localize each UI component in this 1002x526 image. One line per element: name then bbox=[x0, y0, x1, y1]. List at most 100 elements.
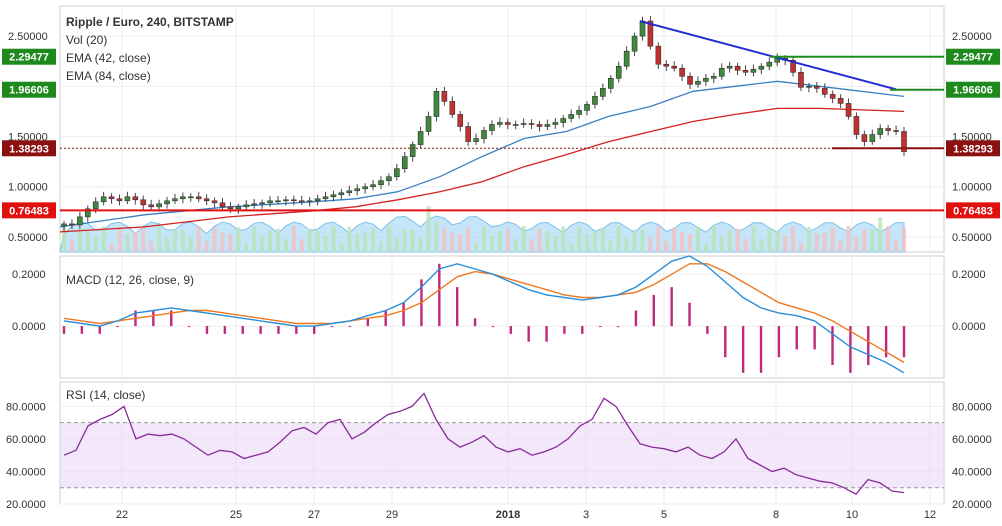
price-tick-label-left: 1.00000 bbox=[8, 182, 48, 194]
candle-body bbox=[370, 184, 376, 188]
level-tag-left bbox=[2, 202, 56, 219]
candle-body bbox=[417, 131, 424, 145]
volume-bar bbox=[157, 226, 162, 252]
macd-histogram-bar bbox=[759, 326, 763, 373]
candle-body bbox=[885, 128, 891, 131]
macd-histogram-bar bbox=[741, 326, 745, 373]
volume-bar bbox=[149, 241, 154, 252]
level-tag-left-label: 1.38293 bbox=[9, 143, 49, 155]
volume-bar bbox=[244, 243, 249, 252]
macd-histogram-bar bbox=[277, 326, 280, 334]
volume-bar bbox=[561, 226, 566, 252]
volume-bar bbox=[275, 228, 280, 252]
macd-histogram-bar bbox=[813, 326, 816, 350]
candle-body bbox=[69, 223, 75, 226]
volume-bar bbox=[569, 243, 574, 252]
candle-body bbox=[92, 201, 99, 210]
volume-bar bbox=[886, 226, 891, 252]
x-tick-label: 25 bbox=[230, 509, 242, 521]
rsi-tick-label-left: 60.0000 bbox=[6, 434, 46, 446]
volume-bar bbox=[489, 235, 494, 252]
candle-body bbox=[243, 204, 250, 208]
volume-layer bbox=[59, 206, 906, 253]
volume-bar bbox=[260, 235, 265, 252]
candle-body bbox=[600, 88, 606, 97]
candle-body bbox=[560, 118, 567, 123]
candle-body bbox=[877, 128, 884, 135]
volume-bar bbox=[759, 239, 764, 252]
x-tick-label: 10 bbox=[846, 509, 858, 521]
level-tag-left-label: 1.96606 bbox=[9, 85, 49, 97]
macd-histogram-bar bbox=[509, 326, 513, 334]
volume-bar bbox=[727, 230, 732, 252]
candle-body bbox=[457, 114, 464, 127]
level-tag-right-label: 1.96606 bbox=[953, 85, 993, 97]
volume-bar bbox=[870, 229, 875, 252]
volume-bar bbox=[172, 229, 177, 252]
volume-bar bbox=[378, 241, 383, 252]
macd-histogram-bar bbox=[455, 287, 459, 327]
volume-bar bbox=[672, 227, 677, 252]
candle-body bbox=[124, 196, 131, 202]
level-tag-right-label: 2.29477 bbox=[953, 52, 993, 64]
volume-bar bbox=[93, 235, 98, 252]
volume-bar bbox=[426, 206, 431, 252]
macd-tick-label-left: 0.2000 bbox=[12, 269, 46, 281]
volume-bar bbox=[521, 226, 526, 252]
volume-bar bbox=[688, 233, 693, 252]
candle-body bbox=[116, 198, 123, 202]
macd-signal-line bbox=[63, 263, 905, 364]
volume-bar bbox=[188, 237, 193, 252]
candle-body bbox=[61, 223, 67, 227]
macd-histogram-bar bbox=[902, 326, 906, 358]
volume-bar bbox=[482, 226, 486, 252]
volume-bar bbox=[648, 237, 653, 252]
macd-tick-label-left: 0.0000 bbox=[12, 321, 46, 333]
candle-body bbox=[362, 186, 368, 190]
candle-body bbox=[592, 96, 598, 105]
volume-bar bbox=[806, 226, 811, 252]
candle-body bbox=[758, 65, 765, 70]
candle-body bbox=[195, 196, 202, 200]
chart-title: Ripple / Euro, 240, BITSTAMP bbox=[66, 15, 234, 29]
volume-bar bbox=[585, 233, 590, 252]
rsi-tick-label-right: 20.0000 bbox=[952, 499, 992, 511]
volume-bar bbox=[323, 235, 328, 252]
volume-bar bbox=[386, 226, 391, 252]
volume-bar bbox=[283, 239, 288, 252]
volume-bar bbox=[743, 239, 748, 252]
macd-histogram-bar bbox=[116, 326, 119, 328]
macd-histogram-bar bbox=[330, 326, 334, 328]
macd-histogram-bar bbox=[849, 326, 852, 373]
macd-histogram-bar bbox=[652, 294, 655, 327]
volume-bar bbox=[624, 237, 629, 252]
candle-body bbox=[734, 65, 741, 71]
trend-line bbox=[639, 20, 897, 91]
macd-histogram-bar bbox=[581, 326, 584, 334]
candle-body bbox=[251, 203, 257, 206]
candle-body bbox=[750, 68, 757, 73]
candle-body bbox=[576, 110, 582, 115]
volume-bar bbox=[220, 232, 225, 252]
macd-title: MACD (12, 26, close, 9) bbox=[66, 273, 194, 287]
macd-histogram-bar bbox=[563, 326, 566, 334]
volume-bar bbox=[458, 233, 463, 252]
candle-body bbox=[172, 198, 178, 202]
volume-bar bbox=[505, 228, 510, 252]
candle-body bbox=[211, 200, 218, 204]
candle-body bbox=[235, 206, 242, 210]
volume-bar bbox=[212, 227, 217, 252]
candle-body bbox=[901, 131, 907, 152]
candle-body bbox=[766, 61, 773, 67]
volume-bar bbox=[656, 226, 661, 252]
rsi-tick-label-right: 80.0000 bbox=[952, 401, 992, 413]
volume-bar bbox=[450, 232, 455, 252]
volume-bar bbox=[291, 226, 296, 252]
volume-bar bbox=[798, 243, 803, 252]
volume-bar bbox=[165, 237, 170, 252]
candle-body bbox=[504, 122, 511, 125]
level-tag-right bbox=[946, 140, 1000, 157]
candle-body bbox=[306, 200, 313, 203]
legend-ema42: EMA (42, close) bbox=[66, 51, 151, 65]
macd-histogram-bar bbox=[152, 310, 155, 327]
